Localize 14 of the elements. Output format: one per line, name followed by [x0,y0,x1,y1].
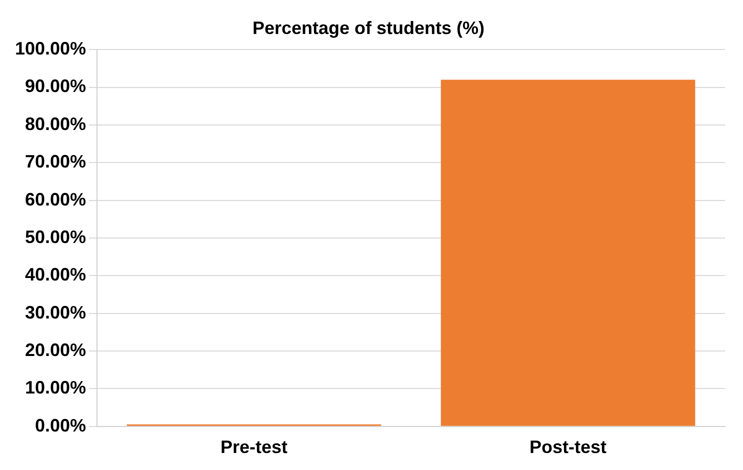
x-tick-label: Post-test [530,437,607,458]
x-tick-label: Pre-test [220,437,288,458]
y-tick-label: 70.00% [24,152,86,172]
y-tick-label: 0.00% [35,415,86,436]
y-tick-label: 100.00% [14,38,86,59]
y-tick-label: 90.00% [24,76,86,96]
y-tick-label: 60.00% [24,189,86,210]
y-tick-label: 30.00% [24,302,86,322]
y-tick-label: 50.00% [24,226,86,247]
y-tick-label: 20.00% [24,340,86,360]
y-tick-label: 80.00% [24,114,86,134]
y-tick-label: 40.00% [24,264,86,285]
y-tick-label: 10.00% [24,378,86,398]
chart-title: Percentage of students (%) [252,18,485,38]
